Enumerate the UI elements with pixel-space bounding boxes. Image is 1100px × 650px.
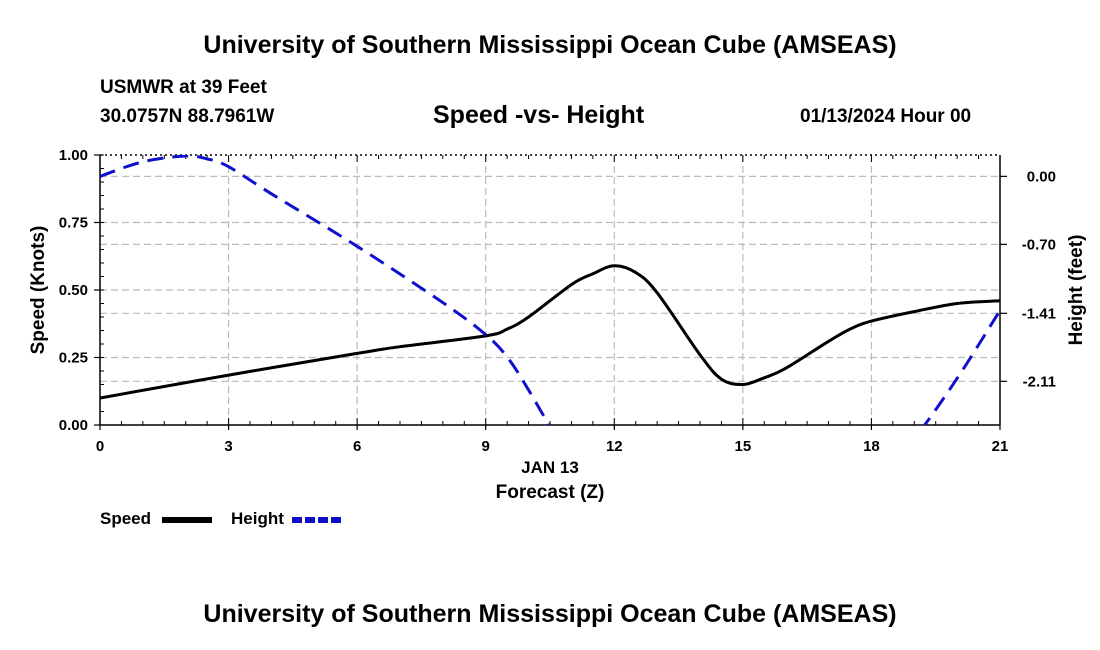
y-tick-label: 0.00 [59,417,88,434]
x-tick-label: 21 [992,438,1009,455]
legend-speed-label: Speed [100,509,152,528]
y-tick-label: 0.75 [59,215,88,232]
x-axis-date-label: JAN 13 [521,458,579,477]
legend-height-label: Height [231,509,284,528]
speed-series-line [100,264,1000,400]
chart-title: Speed -vs- Height [433,101,645,129]
y-tick-label: 0.25 [59,350,88,367]
x-tick-label: 18 [863,438,880,455]
height-series-line [100,155,1000,425]
x-tick-label: 12 [606,438,623,455]
y-axis-title: Speed (Knots) [28,226,49,355]
x-tick-label: 6 [353,438,361,455]
y-tick-label: 0.50 [59,282,88,299]
x-tick-label: 3 [224,438,232,455]
station-coordinates: 30.0757N 88.7961W [100,106,275,127]
y2-tick-label: -1.41 [1022,305,1056,322]
x-tick-label: 15 [735,438,752,455]
footer-title: University of Southern Mississippi Ocean… [203,600,897,628]
x-axis-title: Forecast (Z) [495,482,605,503]
forecast-timestamp: 01/13/2024 Hour 00 [800,106,972,127]
y-tick-label: 1.00 [59,147,88,164]
y2-tick-label: 0.00 [1027,168,1056,185]
y2-tick-label: -2.11 [1023,373,1056,390]
y2-tick-label: -0.70 [1022,236,1056,253]
y2-axis-title: Height (feet) [1066,235,1087,346]
chart-main-title: University of Southern Mississippi Ocean… [203,31,897,59]
x-tick-label: 9 [482,438,490,455]
x-tick-label: 0 [96,438,104,455]
station-label: USMWR at 39 Feet [100,77,267,98]
